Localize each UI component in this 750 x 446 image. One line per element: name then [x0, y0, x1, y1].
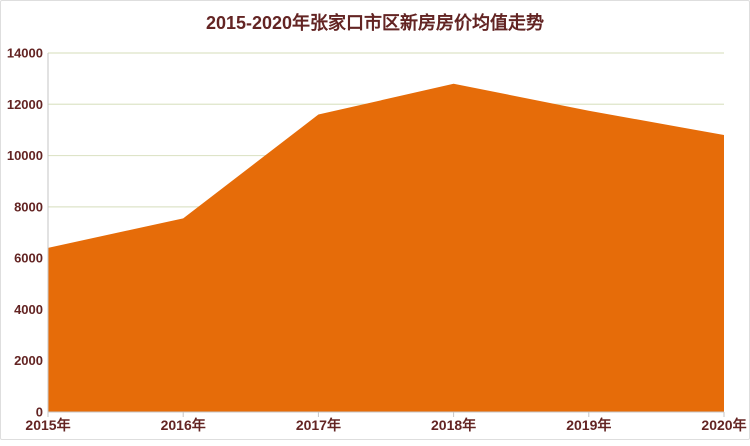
x-axis-tick-label: 2018年 [431, 417, 476, 433]
x-axis-tick-label: 2017年 [296, 417, 341, 433]
x-axis-tick-label: 2015年 [25, 417, 70, 433]
x-axis-tick-label: 2020年 [701, 417, 746, 433]
y-axis-tick-label: 4000 [14, 302, 43, 317]
y-axis-tick-label: 10000 [7, 148, 43, 163]
y-axis-tick-label: 8000 [14, 199, 43, 214]
y-axis-tick-label: 2000 [14, 353, 43, 368]
y-axis-tick-label: 14000 [7, 46, 43, 61]
area-series [48, 83, 724, 413]
chart-title: 2015-2020年张家口市区新房房价均值走势 [205, 13, 545, 33]
x-axis-tick-label: 2019年 [566, 417, 611, 433]
y-axis-tick-label: 12000 [7, 97, 43, 112]
area-chart-canvas: 0 2000 4000 6000 8000 10000 12000 14000 2015年 201… [7, 46, 747, 434]
y-axis-tick-label: 0 [36, 405, 43, 420]
y-axis-tick-label: 6000 [14, 251, 43, 266]
x-axis-tick-label: 2016年 [161, 417, 206, 433]
